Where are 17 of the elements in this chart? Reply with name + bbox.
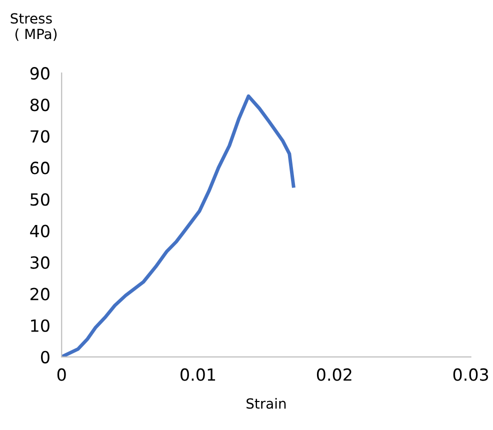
y-tick-label: 80 <box>30 98 50 112</box>
y-tick-label: 60 <box>30 162 50 174</box>
y-tick-label: 20 <box>30 288 50 300</box>
y-axis-title: Stress ( MPa) <box>10 13 57 41</box>
y-tick-label: 70 <box>30 130 50 143</box>
line-series <box>62 94 296 357</box>
x-axis-title: Strain <box>246 398 286 409</box>
y-tick-label: 30 <box>30 256 50 269</box>
x-tick-label: 0.03 <box>453 368 488 381</box>
x-tick-label: 0.01 <box>180 368 216 381</box>
x-tick-label: 0.02 <box>316 368 352 381</box>
y-tick-label: 90 <box>30 67 50 80</box>
y-tick-label: 50 <box>30 193 50 206</box>
y-tick-label: 0 <box>41 350 50 364</box>
y-tick-label: 10 <box>31 319 50 332</box>
y-tick-label: 40 <box>30 224 50 238</box>
x-tick-label: 0 <box>57 368 66 381</box>
